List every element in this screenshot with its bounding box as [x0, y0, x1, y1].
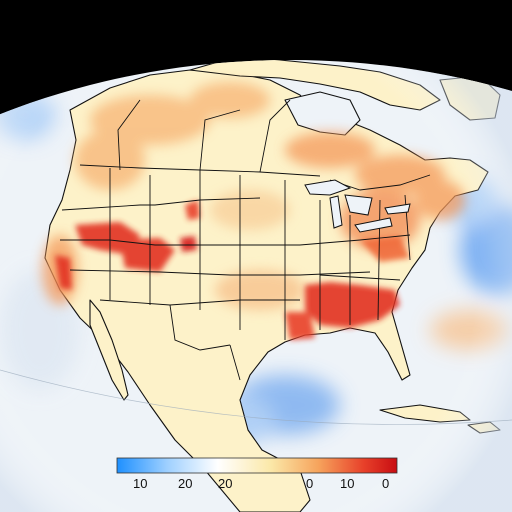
- legend-tick-label: 20: [218, 476, 233, 491]
- legend-tick-label: 20: [178, 476, 193, 491]
- legend-tick-label: 10: [133, 476, 148, 491]
- legend-tick-label: 10: [340, 476, 355, 491]
- legend-tick-label: 0: [306, 476, 314, 491]
- latitude-graticule: [0, 369, 512, 425]
- legend-tick-label: 0: [382, 476, 390, 491]
- legend-colorbar: [116, 457, 398, 474]
